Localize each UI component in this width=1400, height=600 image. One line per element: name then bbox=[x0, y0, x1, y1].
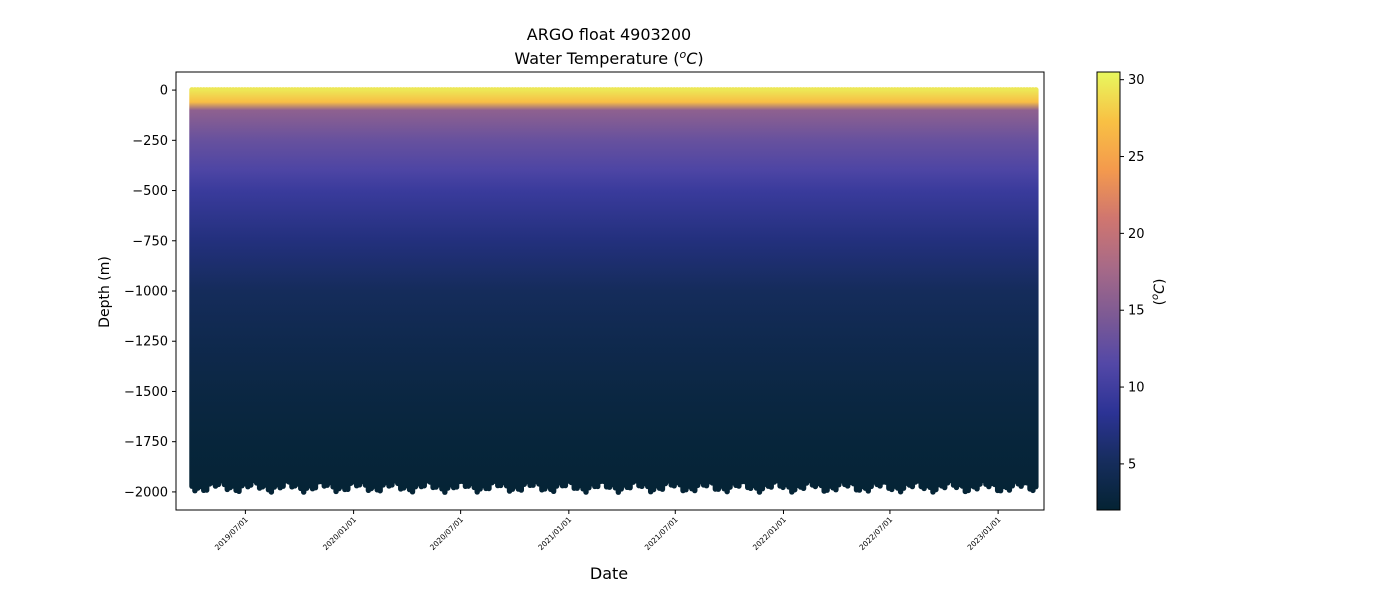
colorbar-tick-label: 25 bbox=[1128, 150, 1145, 165]
x-axis: 2019/07/01 2020/01/01 2020/07/01 2021/01/01… bbox=[213, 510, 1003, 552]
colorbar-tick-label: 20 bbox=[1128, 227, 1145, 242]
x-tick-label: 2021/01/01 bbox=[536, 515, 573, 552]
colorbar-label-superscript: o bbox=[1150, 294, 1161, 300]
colorbar-tick-label: 15 bbox=[1128, 304, 1145, 319]
y-tick-label: −1750 bbox=[124, 435, 168, 450]
colorbar-label: (oC) bbox=[1150, 279, 1168, 306]
x-tick-label: 2022/07/01 bbox=[857, 515, 894, 552]
colorbar-label-open: ( bbox=[1152, 300, 1168, 305]
y-tick-label: −1000 bbox=[124, 285, 168, 300]
x-tick-label: 2019/07/01 bbox=[213, 515, 250, 552]
subtitle-unit-base: C bbox=[686, 49, 698, 68]
y-tick-label: −1500 bbox=[124, 385, 168, 400]
x-tick-label: 2023/01/01 bbox=[966, 515, 1003, 552]
y-tick-label: −250 bbox=[132, 134, 168, 149]
colorbar-frame bbox=[1096, 71, 1121, 511]
chart-subtitle: Water Temperature (oC) bbox=[514, 48, 703, 68]
subtitle-suffix: ) bbox=[697, 49, 703, 68]
colorbar-tick-label: 10 bbox=[1128, 381, 1145, 396]
subtitle-unit-superscript: o bbox=[679, 48, 686, 61]
y-axis-label: Depth (m) bbox=[97, 256, 113, 328]
profile-column bbox=[1033, 87, 1039, 490]
y-axis: 0 −250 −500 −750 −1000 −1250 −1500 −1750 −2000 bbox=[124, 84, 176, 500]
colorbar-label-close: ) bbox=[1152, 279, 1168, 284]
y-tick-label: −1250 bbox=[124, 335, 168, 350]
colorbar-label-base: C bbox=[1152, 284, 1168, 294]
colorbar-tick-label: 5 bbox=[1128, 457, 1136, 472]
colorbar-axis: 5 10 15 20 25 30 bbox=[1120, 73, 1145, 472]
x-tick-label: 2021/07/01 bbox=[643, 515, 680, 552]
y-tick-label: −500 bbox=[132, 184, 168, 199]
y-tick-label: −750 bbox=[132, 234, 168, 249]
chart-title: ARGO float 4903200 bbox=[527, 25, 691, 44]
subtitle-text: Water Temperature ( bbox=[514, 49, 679, 68]
colorbar-tick-label: 30 bbox=[1128, 73, 1145, 88]
x-axis-label: Date bbox=[590, 564, 628, 583]
y-tick-label: −2000 bbox=[124, 485, 168, 500]
temperature-profiles bbox=[189, 87, 1039, 495]
colorbar bbox=[1097, 72, 1120, 510]
x-tick-label: 2020/07/01 bbox=[428, 515, 465, 552]
x-tick-label: 2022/01/01 bbox=[751, 515, 788, 552]
x-tick-label: 2020/01/01 bbox=[321, 515, 358, 552]
y-tick-label: 0 bbox=[160, 84, 168, 99]
